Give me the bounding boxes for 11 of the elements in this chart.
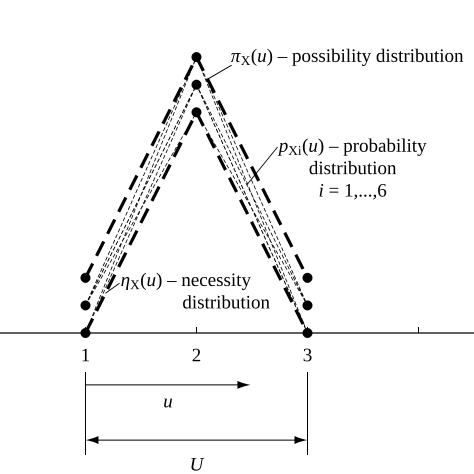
annotation: distribution [310, 160, 396, 174]
annotation: η$_{X}$(u) – necessity [121, 272, 251, 290]
annotation: i = 1,...,6 [320, 184, 386, 200]
x-tick-label: 2 [192, 348, 200, 362]
annotation: π$_{X}$(u) – possibility distribution [230, 48, 464, 66]
text: u [164, 398, 172, 408]
annotation: distribution [183, 295, 270, 309]
x-tick-label: 1 [82, 348, 90, 362]
x-tick-label: 3 [304, 348, 312, 362]
text: U [191, 458, 204, 471]
annotation: p$_{Xi}$(u) – probability [278, 138, 427, 156]
